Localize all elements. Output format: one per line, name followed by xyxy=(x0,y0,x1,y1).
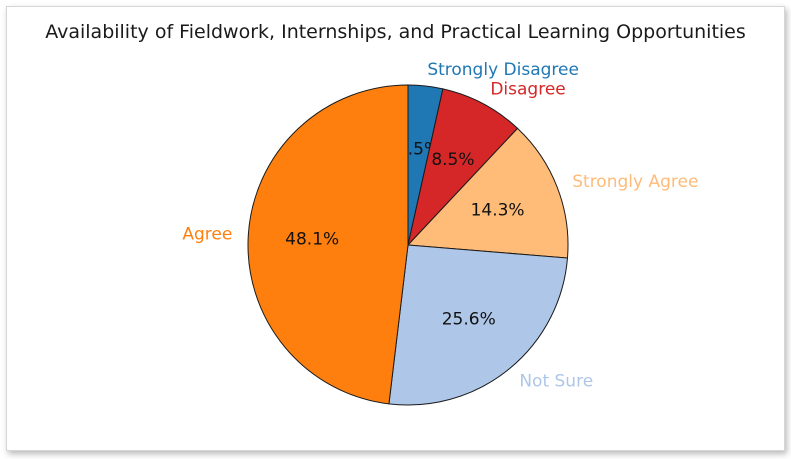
slice-label-agree: Agree xyxy=(182,225,232,245)
pie-slice-disagree xyxy=(407,88,519,247)
slice-label-disagree: Disagree xyxy=(490,79,565,99)
slice-label-strongly-disagree: Strongly Disagree xyxy=(427,60,579,80)
slice-label-not-sure: Not Sure xyxy=(519,371,593,391)
pie-slice-not-sure xyxy=(388,244,569,406)
chart-title: Availability of Fieldwork, Internships, … xyxy=(45,21,746,43)
pie-slice-strongly-agree xyxy=(406,127,569,259)
slice-percent-strongly-agree: 14.3% xyxy=(471,201,525,221)
slice-label-strongly-agree: Strongly Agree xyxy=(572,172,698,192)
slice-percent-not-sure: 25.6% xyxy=(442,309,496,329)
slice-percent-agree: 48.1% xyxy=(285,229,339,249)
pie-slice-agree xyxy=(247,84,409,405)
slice-percent-disagree: 8.5% xyxy=(431,150,474,170)
